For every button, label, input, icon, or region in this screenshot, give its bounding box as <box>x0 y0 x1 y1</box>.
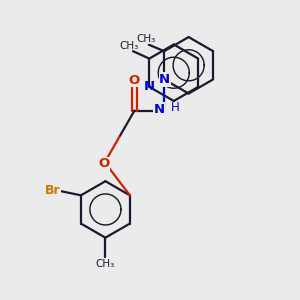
Text: CH₃: CH₃ <box>136 34 155 44</box>
Text: Br: Br <box>45 184 61 197</box>
Text: CH₃: CH₃ <box>96 259 115 269</box>
Text: N: N <box>153 103 164 116</box>
Text: N: N <box>159 73 170 86</box>
Text: H: H <box>171 101 180 114</box>
Text: O: O <box>129 74 140 86</box>
Text: O: O <box>98 157 110 170</box>
Text: CH₃: CH₃ <box>119 41 138 51</box>
Text: N: N <box>144 80 155 93</box>
